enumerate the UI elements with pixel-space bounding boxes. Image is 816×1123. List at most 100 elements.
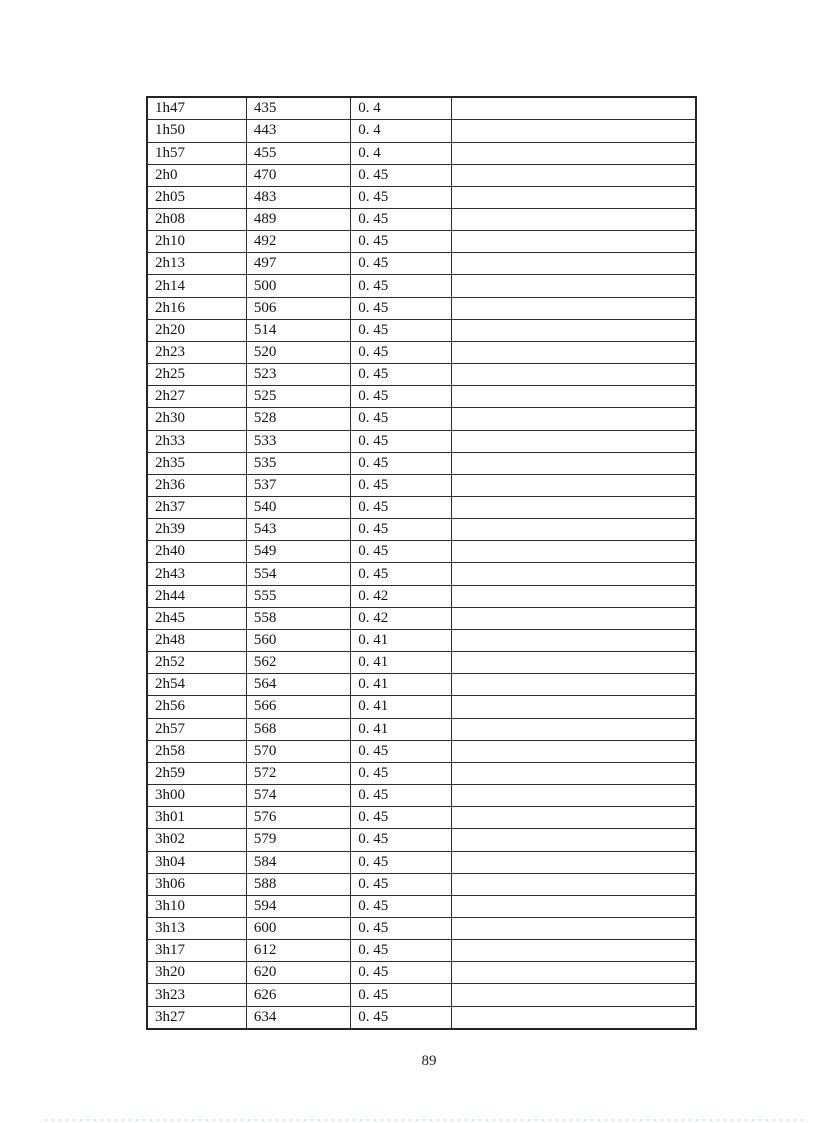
table-cell (450, 96, 697, 121)
table-cell: 576 (245, 806, 352, 830)
table-cell: 0. 45 (350, 252, 452, 276)
table-cell: 497 (245, 252, 352, 276)
table-cell: 3h17 (146, 939, 247, 963)
table-cell (450, 695, 697, 719)
table-cell: 0. 45 (350, 363, 452, 387)
table-cell: 3h00 (146, 784, 247, 808)
table-cell: 0. 45 (350, 806, 452, 830)
table-cell: 2h54 (146, 673, 247, 697)
table-cell (450, 252, 697, 276)
table-cell: 3h10 (146, 894, 247, 918)
table-cell: 2h40 (146, 540, 247, 564)
table-row: 2h05 483 0. 45 (146, 185, 697, 209)
table-cell (450, 584, 697, 608)
table-cell: 0. 45 (350, 318, 452, 342)
table-cell: 3h20 (146, 961, 247, 985)
table-cell: 0. 41 (350, 717, 452, 741)
table-cell: 535 (245, 451, 352, 475)
table-cell (450, 606, 697, 630)
table-cell: 537 (245, 473, 352, 498)
table-cell: 443 (245, 119, 352, 143)
table-cell: 492 (245, 230, 352, 254)
table-cell (450, 318, 697, 342)
table-cell: 2h14 (146, 274, 247, 298)
table-cell: 0. 45 (350, 540, 452, 564)
table-cell: 634 (245, 1005, 352, 1030)
table-cell: 0. 45 (350, 230, 452, 254)
table-cell (450, 806, 697, 830)
table-cell: 533 (245, 429, 352, 453)
table-cell (450, 739, 697, 763)
table-cell: 2h05 (146, 185, 247, 209)
table-cell (450, 628, 697, 653)
table-cell: 2h30 (146, 407, 247, 431)
table-cell: 3h02 (146, 828, 247, 852)
table-cell: 455 (245, 141, 352, 165)
table-cell: 560 (245, 628, 352, 653)
table-row: 2h30 528 0. 45 (146, 407, 697, 431)
table-cell: 0. 45 (350, 163, 452, 187)
table-cell (450, 939, 697, 963)
table-cell (450, 385, 697, 409)
table-cell: 0. 45 (350, 185, 452, 209)
table-cell: 612 (245, 939, 352, 963)
table-row: 2h37 540 0. 45 (146, 495, 697, 520)
table-cell: 2h39 (146, 518, 247, 542)
table-cell (450, 429, 697, 453)
table-cell: 0. 45 (350, 495, 452, 520)
table-cell (450, 363, 697, 387)
table-cell: 2h52 (146, 651, 247, 675)
table-cell: 0. 45 (350, 1005, 452, 1030)
table-cell (450, 828, 697, 852)
table-cell: 2h57 (146, 717, 247, 741)
table-cell: 3h04 (146, 850, 247, 874)
table-cell: 626 (245, 983, 352, 1007)
table-row: 2h36 537 0. 45 (146, 473, 697, 498)
table-cell: 564 (245, 673, 352, 697)
table-cell: 549 (245, 540, 352, 564)
table-cell: 0. 45 (350, 207, 452, 232)
table-cell: 0. 45 (350, 296, 452, 320)
table-cell (450, 916, 697, 941)
table-cell: 2h43 (146, 562, 247, 586)
table-cell: 0. 45 (350, 407, 452, 431)
table-cell: 506 (245, 296, 352, 320)
table-cell: 0. 45 (350, 872, 452, 896)
table-cell (450, 983, 697, 1007)
table-cell: 0. 45 (350, 850, 452, 874)
table-cell (450, 540, 697, 564)
table-cell: 2h36 (146, 473, 247, 498)
table-row: 3h13 600 0. 45 (146, 916, 697, 941)
table-cell: 540 (245, 495, 352, 520)
table-cell: 2h13 (146, 252, 247, 276)
table-cell: 562 (245, 651, 352, 675)
table-cell: 0. 42 (350, 584, 452, 608)
table-cell (450, 274, 697, 298)
table-row: 3h23 626 0. 45 (146, 983, 697, 1007)
table-cell: 514 (245, 318, 352, 342)
table-cell (450, 872, 697, 896)
table-cell (450, 961, 697, 985)
table-cell (450, 163, 697, 187)
table-row: 3h27 634 0. 45 (146, 1005, 697, 1030)
table-cell (450, 894, 697, 918)
table-body: 1h47 435 0. 4 1h50 443 0. 4 1h57 455 0. 4 2h0 470 0… (146, 96, 697, 1030)
table-row: 3h20 620 0. 45 (146, 961, 697, 985)
table-row: 2h25 523 0. 45 (146, 363, 697, 387)
table-row: 2h57 568 0. 41 (146, 717, 697, 741)
table-cell: 594 (245, 894, 352, 918)
table-cell: 620 (245, 961, 352, 985)
table-cell: 0. 45 (350, 340, 452, 365)
table-cell: 528 (245, 407, 352, 431)
table-row: 1h47 435 0. 4 (146, 96, 697, 121)
table-cell (450, 518, 697, 542)
table-cell: 0. 45 (350, 784, 452, 808)
table-cell: 566 (245, 695, 352, 719)
table-cell: 0. 45 (350, 916, 452, 941)
table-row: 3h01 576 0. 45 (146, 806, 697, 830)
table-cell: 2h10 (146, 230, 247, 254)
table-cell (450, 296, 697, 320)
table-row: 2h58 570 0. 45 (146, 739, 697, 763)
table-row: 2h56 566 0. 41 (146, 695, 697, 719)
table-cell (450, 761, 697, 786)
